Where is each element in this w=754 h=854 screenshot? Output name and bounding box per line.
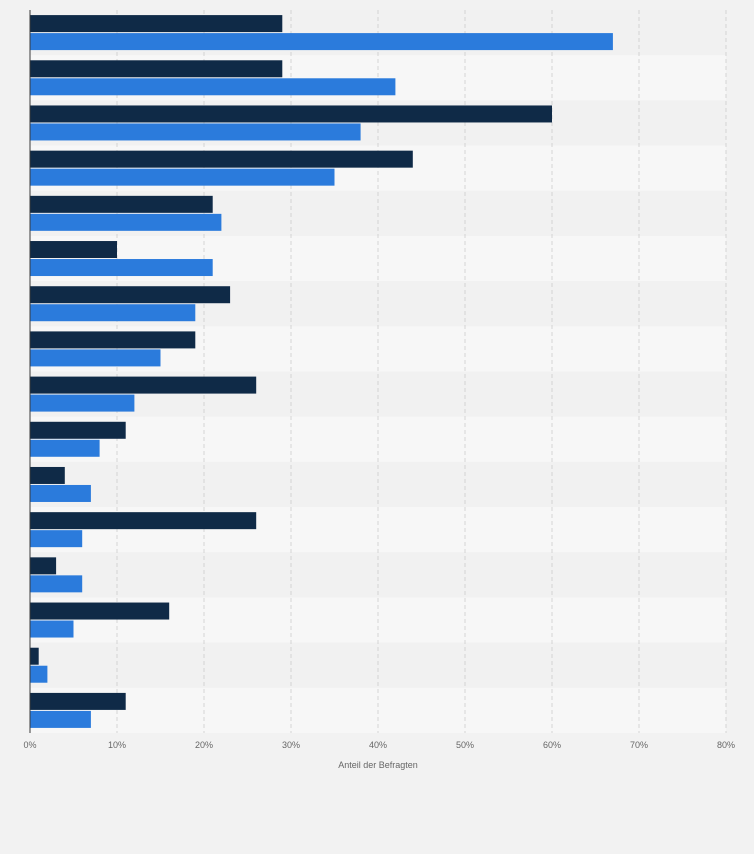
bar-series-1	[30, 557, 57, 575]
bar-series-1	[30, 512, 257, 530]
bar-series-2	[30, 484, 91, 502]
bar-series-2	[30, 575, 83, 593]
bar-series-1	[30, 286, 231, 304]
bar-series-1	[30, 15, 283, 33]
bar-series-2	[30, 78, 396, 96]
bar-series-1	[30, 421, 126, 439]
bar-series-1	[30, 376, 257, 394]
bar-series-1	[30, 105, 552, 123]
bar-series-1	[30, 60, 283, 78]
bar-series-2	[30, 33, 613, 51]
x-axis-title: Anteil der Befragten	[338, 760, 418, 770]
x-tick-labels: 0% 10% 20% 30% 40% 50% 60% 70% 80%	[23, 740, 735, 750]
x-tick-label: 60%	[543, 740, 561, 750]
bar-series-2	[30, 259, 213, 277]
bar-series-2	[30, 123, 361, 141]
x-tick-label: 40%	[369, 740, 387, 750]
bars	[30, 15, 613, 728]
bar-series-1	[30, 692, 126, 710]
bar-series-1	[30, 466, 65, 484]
bar-series-1	[30, 241, 117, 259]
bar-series-2	[30, 665, 48, 683]
bar-series-2	[30, 439, 100, 457]
bar-series-2	[30, 620, 74, 638]
bar-series-2	[30, 394, 135, 412]
x-tick-label: 0%	[23, 740, 36, 750]
bar-series-1	[30, 195, 213, 213]
x-tick-label: 70%	[630, 740, 648, 750]
bar-series-2	[30, 168, 335, 186]
bar-series-1	[30, 331, 196, 349]
row-band	[30, 461, 726, 508]
x-tick-label: 10%	[108, 740, 126, 750]
bar-series-1	[30, 602, 170, 620]
bar-series-2	[30, 530, 83, 548]
x-tick-label: 80%	[717, 740, 735, 750]
bar-series-2	[30, 304, 196, 322]
x-tick-label: 50%	[456, 740, 474, 750]
x-tick-label: 20%	[195, 740, 213, 750]
bar-series-2	[30, 710, 91, 728]
bar-series-2	[30, 349, 161, 367]
bar-series-2	[30, 213, 222, 231]
bar-series-1	[30, 150, 413, 168]
x-tick-label: 30%	[282, 740, 300, 750]
bar-series-1	[30, 647, 39, 665]
